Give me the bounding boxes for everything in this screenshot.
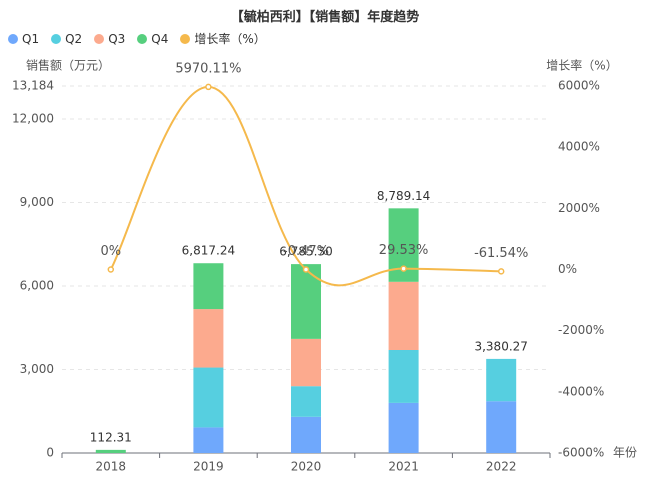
x-tick-label: 2018 — [96, 460, 127, 474]
bar-q1-2020 — [291, 416, 321, 453]
legend-swatch-q4 — [137, 33, 148, 44]
growth-label: 5970.11% — [175, 61, 241, 76]
chart-title: 【毓柏西利】【销售额】年度趋势 — [230, 10, 420, 25]
y-tick-label-left: 0 — [46, 446, 54, 460]
x-tick-label: 2022 — [486, 460, 517, 474]
x-tick-label: 2019 — [193, 460, 224, 474]
y-tick-label-left: 13,184 — [12, 79, 54, 93]
legend-item-growth[interactable]: 增长率（%） — [180, 30, 266, 47]
y-tick-label-left: 3,000 — [20, 362, 54, 376]
legend-swatch-q2 — [51, 33, 62, 44]
growth-label: 29.53% — [379, 243, 429, 258]
bar-q1-2021 — [388, 402, 419, 453]
bar-q2-2022 — [486, 358, 517, 402]
growth-point — [205, 83, 212, 91]
bar-q4-2018 — [95, 449, 126, 453]
bar-q2-2020 — [291, 386, 321, 417]
y-tick-label-right: 4000% — [558, 140, 600, 154]
legend-item-q1[interactable]: Q1 — [8, 32, 39, 46]
y-tick-label-right: -2000% — [558, 323, 604, 337]
bar-q2-2021 — [388, 350, 419, 403]
y-tick-label-left: 12,000 — [12, 111, 54, 125]
y-tick-label-right: 0% — [558, 262, 577, 276]
growth-point — [400, 265, 407, 272]
bar-q3-2019 — [193, 309, 224, 368]
y-tick-label-right: -4000% — [558, 384, 604, 398]
legend-swatch-q3 — [94, 33, 105, 44]
legend-item-q4[interactable]: Q4 — [137, 32, 168, 46]
bar-total-label: 8,789.14 — [377, 189, 430, 203]
growth-point — [107, 266, 115, 273]
y-tick-label-right: 2000% — [558, 201, 600, 215]
growth-label: -61.54% — [474, 246, 528, 261]
y-axis-title-left: 销售额（万元） — [26, 58, 110, 73]
bar-q4-2020 — [291, 264, 321, 339]
legend-label-q1: Q1 — [22, 31, 40, 46]
y-axis-title-right: 增长率（%） — [546, 58, 617, 73]
legend-label-growth: 增长率（%） — [194, 32, 266, 46]
bar-q3-2021 — [388, 281, 419, 351]
legend-label-q4: Q4 — [151, 31, 169, 46]
bar-q1-2022 — [486, 401, 517, 453]
x-tick-label: 2020 — [291, 460, 322, 474]
y-tick-label-left: 6,000 — [20, 278, 54, 292]
bar-q2-2019 — [193, 367, 224, 428]
legend-swatch-growth — [180, 33, 191, 44]
bar-q4-2019 — [193, 263, 224, 310]
bar-q3-2020 — [291, 338, 321, 387]
growth-label: -0.47% — [283, 244, 329, 259]
y-tick-label-right: 6000% — [558, 79, 600, 93]
legend-item-q3[interactable]: Q3 — [94, 32, 125, 46]
growth-line — [109, 85, 502, 287]
legend-item-q2[interactable]: Q2 — [51, 32, 82, 46]
bar-q1-2019 — [193, 427, 224, 453]
bar-total-label: 6,817.24 — [182, 244, 235, 258]
x-tick-label: 2021 — [388, 460, 419, 474]
bar-total-label: 6,785.30 — [279, 245, 332, 259]
bar-total-label: 112.31 — [90, 430, 132, 444]
legend: Q1 Q2 Q3 Q4 增长率（%） — [8, 30, 266, 47]
growth-point — [302, 266, 310, 273]
y-tick-label-left: 9,000 — [20, 195, 54, 209]
legend-label-q3: Q3 — [108, 31, 126, 46]
growth-label: 0% — [100, 244, 121, 259]
legend-label-q2: Q2 — [65, 31, 83, 46]
growth-point — [497, 268, 505, 275]
y-tick-label-right: -6000% — [558, 446, 604, 460]
legend-swatch-q1 — [8, 33, 18, 44]
x-axis-title: 年份 — [613, 446, 637, 460]
bar-total-label: 3,380.27 — [474, 339, 527, 353]
